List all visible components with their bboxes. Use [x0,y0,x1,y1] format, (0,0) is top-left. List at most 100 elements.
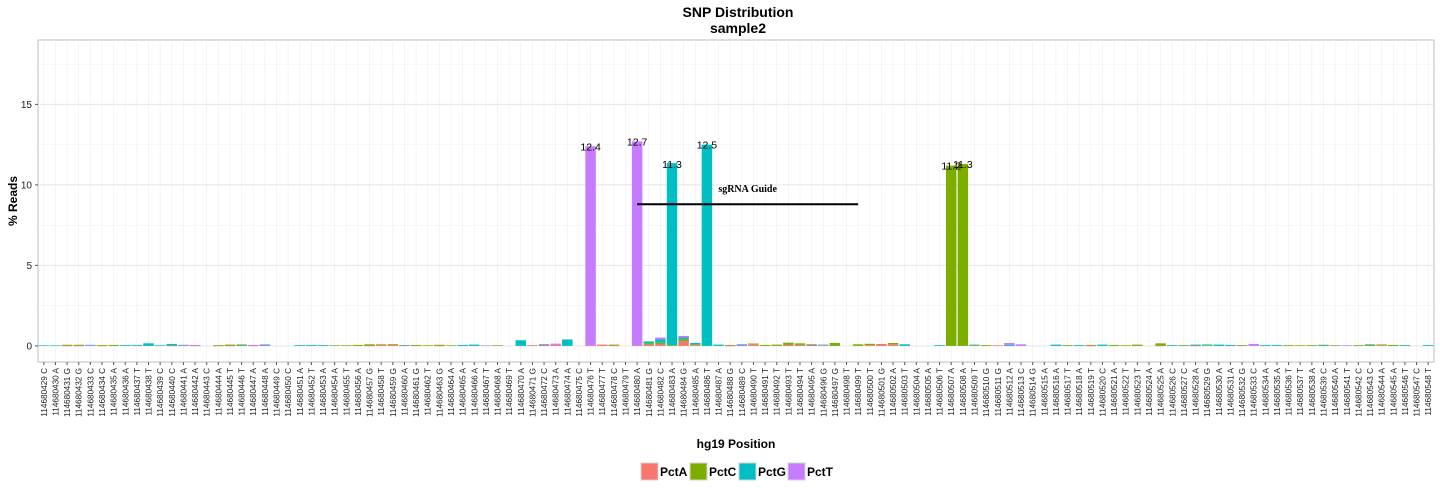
x-tick-label: 114680487 A [715,367,724,415]
x-tick-label: 114680496 G [819,368,828,417]
bar-pctt [631,141,643,346]
x-tick-label: 114680518 A [1075,367,1084,415]
bar-pctc [352,344,364,346]
bar-pctc [1329,345,1341,346]
data-label: 11.3 [662,159,682,171]
bar-pctc [364,344,375,346]
x-tick-label: 114680435 A [110,367,119,415]
bar-pctg [1097,344,1108,346]
x-tick-label: 114680470 A [517,367,526,415]
bar-pctc [96,345,108,346]
x-tick-label: 114680495 A [808,367,817,415]
bar-pctg [713,344,724,346]
x-tick-label: 114680503 T [901,368,910,416]
bar-pctg [969,344,980,346]
bar-pctc [1155,343,1166,346]
bar-pctg [818,344,829,346]
x-tick-label: 114680463 G [435,368,444,417]
x-tick-label: 114680504 A [912,367,921,415]
x-tick-label: 114680492 T [773,368,782,416]
x-tick-label: 114680479 T [621,368,630,416]
x-tick-label: 114680436 A [121,367,130,415]
bar-pcta [690,345,701,346]
bar-pctc [61,344,73,346]
bar-pctc [655,342,666,344]
bar-pctg [306,345,317,346]
bar-pctc [980,345,992,346]
bar-pctg [934,345,945,346]
x-tick-label: 114680499 T [854,368,863,416]
bar-pctc [1108,344,1120,346]
bar-pctc [864,343,876,346]
bar-pctg [1073,345,1085,346]
x-tick-label: 114680429 C [40,368,49,417]
x-tick-label: 114680517 T [1064,368,1073,416]
x-tick-label: 114680486 T [703,368,712,416]
bar-pctt [1341,345,1352,346]
x-tick-label: 114680533 C [1250,368,1259,417]
bar-pcta [596,344,608,346]
bar-pctc [666,345,678,346]
data-label: 11.2 [941,161,961,173]
bar-pcta [864,345,876,346]
x-tick-label: 114680531 A [1226,367,1235,415]
x-tick-label: 114680493 T [784,368,793,416]
bar-pctt [85,344,96,346]
y-tick-label: 5 [26,261,32,272]
bar-pctg [399,345,410,346]
bar-pcta [364,345,375,347]
bar-pctc [969,345,980,346]
x-tick-label: 114680507 A [947,367,956,415]
x-tick-label: 114680474 A [563,367,572,415]
chart-title: SNP Distribution [683,4,794,20]
bar-pctg [736,345,748,346]
sgrna-guide: sgRNA Guide [637,184,859,206]
x-tick-label: 114680522 T [1122,368,1131,416]
bar-pctc [1353,345,1364,346]
x-tick-label: 114680494 T [796,368,805,416]
x-tick-label: 114680534 A [1261,367,1270,415]
bar-pctg [469,344,480,346]
legend: PctA PctC PctG PctT [640,462,834,481]
x-tick-label: 114680445 T [226,368,235,416]
x-tick-label: 114680460 A [400,367,409,415]
bar-pctc [852,344,864,346]
x-tick-label: 114680513 C [1017,368,1026,417]
bar-pctt [585,146,596,346]
bar-pctg [899,344,910,346]
bar-pctg [1167,345,1178,346]
bar-pctc [1062,345,1073,346]
x-tick-label: 114680539 C [1319,368,1328,417]
bar-pcta [61,345,73,347]
bar-pcta [224,345,236,347]
bar-pctt [480,345,492,347]
bar-pcta [213,345,224,347]
x-tick-label: 114680459 G [389,368,398,417]
x-tick-label: 114680442 A [191,367,200,415]
bars [38,141,1434,347]
x-tick-label: 114680523 T [1133,368,1142,416]
bar-pcta [748,344,759,346]
bar-pctc [887,343,899,345]
bar-pcta [608,345,620,347]
sgrna-guide-label: sgRNA Guide [718,184,777,195]
bar-pctg [1213,344,1225,346]
x-tick-label: 114680511 G [994,368,1003,416]
x-tick-label: 114680473 A [552,367,561,415]
x-tick-label: 114680542 C [1354,368,1363,417]
bar-pctc [434,344,445,346]
bar-pctc [410,344,422,346]
plot-panel [37,39,1435,363]
x-tick-label: 114680453 A [319,367,328,415]
bar-pctt [678,335,689,338]
x-tick-label: 114680468 A [494,367,503,415]
bar-pctc [678,339,689,342]
bar-pctg [1271,345,1283,346]
bar-pctg [294,345,305,346]
bar-pctc [108,344,119,346]
bar-pctg [1399,345,1411,346]
x-tick-label: 114680441 A [179,367,188,415]
x-tick-label: 114680498 T [843,368,852,416]
x-tick-label: 114680451 A [296,367,305,415]
bar-pctg [178,345,189,346]
